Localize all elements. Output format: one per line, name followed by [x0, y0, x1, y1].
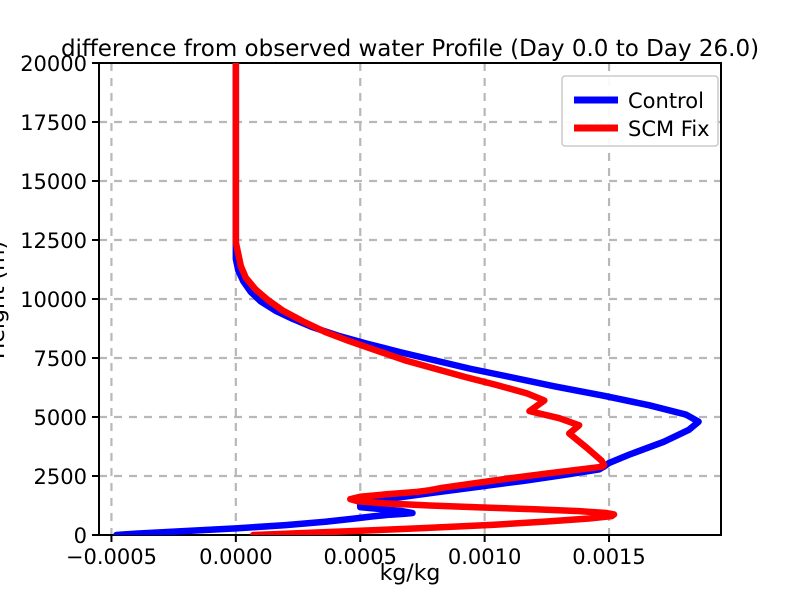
y-tick-labels: 0 2500 5000 7500 10000 12500 15000 17500 20000 [20, 52, 87, 548]
x-tick-label: 0.0000 [199, 545, 272, 569]
data-series-group [113, 63, 702, 535]
legend[interactable]: Control SCM Fix [561, 75, 719, 147]
y-tick-label: 12500 [20, 229, 87, 253]
y-axis-label: Height (m) [0, 241, 10, 359]
chart-title: difference from observed water Profile (… [61, 36, 759, 62]
legend-label-scm-fix: SCM Fix [628, 117, 710, 141]
x-tick-label: 0.0015 [572, 545, 645, 569]
axes-frame [98, 62, 722, 536]
legend-entry-scm-fix[interactable]: SCM Fix [574, 117, 710, 141]
y-tick-label: 7500 [34, 347, 87, 371]
y-tick-label: 2500 [34, 465, 87, 489]
x-tick-labels: −0.0005 0.0000 0.0005 0.0010 0.0015 [66, 545, 646, 569]
tick-marks [92, 62, 611, 542]
x-tick-label: −0.0005 [66, 545, 157, 569]
y-tick-label: 20000 [20, 52, 87, 76]
x-tick-label: 0.0010 [448, 545, 521, 569]
series-line-scm-fix [232, 63, 618, 535]
x-tick-label: 0.0005 [323, 545, 396, 569]
y-tick-label: 0 [74, 524, 87, 548]
legend-label-control: Control [628, 89, 704, 113]
y-tick-label: 15000 [20, 170, 87, 194]
legend-entry-control[interactable]: Control [574, 89, 704, 113]
series-line-control [113, 63, 702, 535]
y-tick-label: 5000 [34, 406, 87, 430]
x-axis-label: kg/kg [380, 561, 441, 586]
y-tick-label: 17500 [20, 111, 87, 135]
y-tick-label: 10000 [20, 288, 87, 312]
